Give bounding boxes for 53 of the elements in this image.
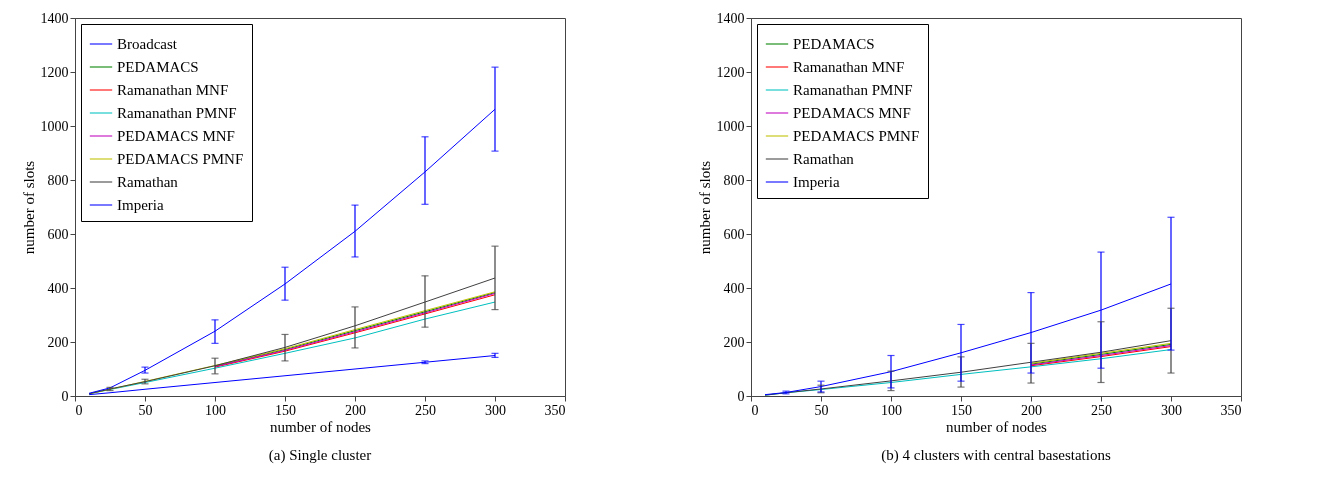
y-tick-label: 1200 — [716, 64, 745, 80]
legend-label: Ramathan — [793, 151, 855, 167]
x-tick-label: 350 — [1220, 402, 1242, 418]
x-tick-label: 200 — [345, 402, 366, 418]
legend-label: PEDAMACS MNF — [117, 128, 235, 144]
x-tick-label: 300 — [1161, 402, 1182, 418]
y-tick-label: 0 — [737, 388, 745, 404]
x-tick-label: 50 — [814, 402, 829, 418]
y-tick-label: 1000 — [716, 118, 745, 134]
x-tick-label: 350 — [544, 402, 566, 418]
x-tick-label: 150 — [275, 402, 296, 418]
x-tick-label: 100 — [881, 402, 902, 418]
y-tick-label: 400 — [47, 280, 69, 296]
x-axis-title: number of nodes — [946, 418, 1048, 435]
x-axis-title: number of nodes — [270, 418, 372, 435]
y-tick-label: 600 — [47, 226, 69, 242]
legend-label: Imperia — [793, 174, 840, 190]
x-tick-label: 50 — [138, 402, 153, 418]
y-tick-label: 1200 — [40, 64, 69, 80]
y-tick-label: 1000 — [40, 118, 69, 134]
x-tick-label: 150 — [951, 402, 972, 418]
x-tick-label: 100 — [205, 402, 226, 418]
y-tick-label: 800 — [47, 172, 69, 188]
legend-label: PEDAMACS MNF — [793, 105, 911, 121]
legend-label: Imperia — [117, 197, 164, 213]
y-tick-label: 1400 — [716, 10, 745, 26]
legend-label: Ramanathan PMNF — [117, 105, 237, 121]
legend-label: PEDAMACS — [117, 59, 199, 75]
x-tick-label: 0 — [75, 402, 83, 418]
y-tick-label: 1400 — [40, 10, 69, 26]
legend-label: PEDAMACS PMNF — [793, 128, 920, 144]
x-tick-label: 250 — [1091, 402, 1112, 418]
legend-label: Ramanathan MNF — [117, 82, 229, 98]
y-tick-label: 200 — [723, 334, 745, 350]
y-tick-label: 800 — [723, 172, 745, 188]
y-tick-label: 400 — [723, 280, 745, 296]
legend-label: Ramathan — [117, 174, 179, 190]
x-tick-label: 300 — [485, 402, 506, 418]
y-tick-label: 600 — [723, 226, 745, 242]
x-tick-label: 0 — [751, 402, 759, 418]
x-tick-label: 250 — [415, 402, 436, 418]
legend-label: Broadcast — [117, 36, 178, 52]
y-axis-title: number of slots — [20, 160, 37, 255]
x-tick-label: 200 — [1021, 402, 1042, 418]
legend-label: Ramanathan MNF — [793, 59, 905, 75]
y-tick-label: 200 — [47, 334, 69, 350]
text: (a) Single cluster — [268, 447, 372, 464]
y-axis-title: number of slots — [696, 160, 713, 255]
text: (b) 4 clusters with central basestations — [881, 447, 1111, 464]
y-tick-label: 0 — [61, 388, 69, 404]
legend-label: PEDAMACS PMNF — [117, 151, 244, 167]
legend-label: PEDAMACS — [793, 36, 875, 52]
legend-label: Ramanathan PMNF — [793, 82, 913, 98]
